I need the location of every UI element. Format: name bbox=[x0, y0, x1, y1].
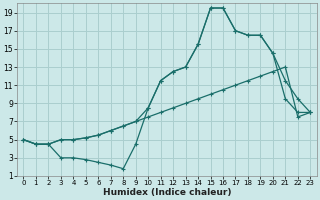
X-axis label: Humidex (Indice chaleur): Humidex (Indice chaleur) bbox=[103, 188, 231, 197]
